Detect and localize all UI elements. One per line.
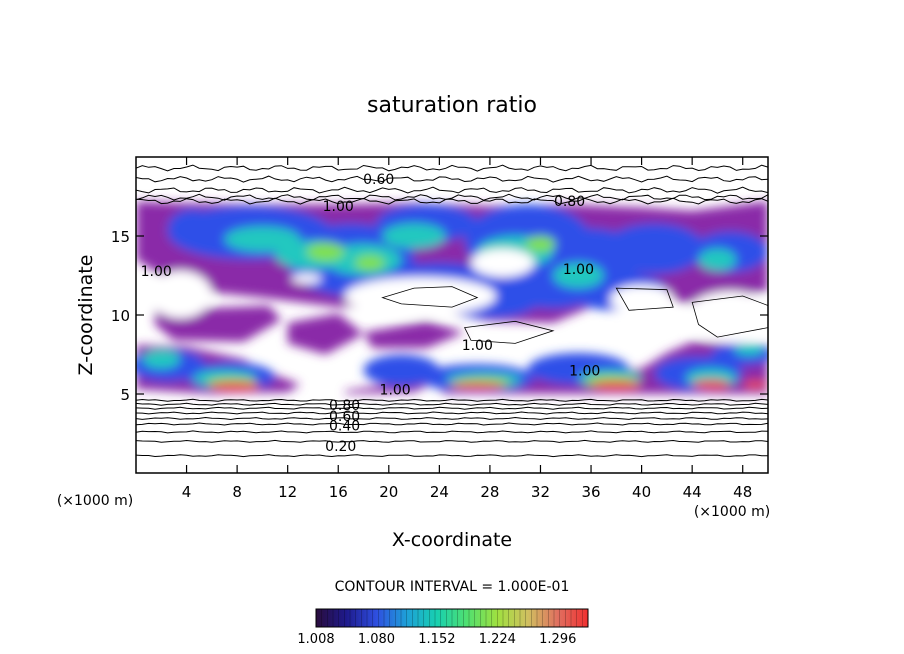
contour-line-lower-3 <box>136 406 768 410</box>
field-cyan-13 <box>733 344 765 356</box>
contour-label-1: 0.60 <box>363 172 394 188</box>
contour-label-10: 0.60 <box>329 409 360 425</box>
contour-label-8: 1.00 <box>380 382 411 398</box>
contour-label-5: 1.00 <box>563 262 594 278</box>
saturation-field <box>136 201 768 394</box>
colorbar-tick-label-4: 1.224 <box>479 632 516 647</box>
contour-lines <box>136 164 768 458</box>
contour-outline-4 <box>463 320 555 344</box>
contour-label-3: 1.00 <box>323 199 354 215</box>
contour-interval-text: CONTOUR INTERVAL = 1.000E-01 <box>335 579 570 595</box>
field-green-2 <box>354 254 386 271</box>
field-cyan-6 <box>553 262 604 289</box>
y-tick-label-5: 5 <box>120 386 130 404</box>
contour-label-2: 0.80 <box>554 194 585 210</box>
field-clear-2 <box>470 248 535 278</box>
contour-line-upper-5 <box>136 197 768 205</box>
field-max-1 <box>209 381 260 391</box>
field-cyan-7 <box>698 248 737 271</box>
field-clear-3 <box>610 284 674 314</box>
y-axis: 5 10 15 <box>111 228 768 404</box>
colorbar: 1.008 1.080 1.152 1.224 1.296 <box>297 608 589 647</box>
contour-line-lower-8 <box>136 439 768 443</box>
contour-line-lower-6 <box>136 422 768 426</box>
field-clear-1 <box>344 277 497 315</box>
y-tick-label-10: 10 <box>111 307 130 325</box>
field-green-3 <box>525 236 556 252</box>
contour-label-9: 0.80 <box>329 398 360 414</box>
colorbar-ramp <box>316 609 588 627</box>
x-tick-label-36: 36 <box>581 483 600 501</box>
x-axis-label: X-coordinate <box>392 529 512 551</box>
x-unit-label-right: (×1000 m) <box>694 504 770 520</box>
contour-line-upper-2 <box>136 175 768 183</box>
contour-label-12: 0.20 <box>325 439 356 455</box>
field-clear-6 <box>291 273 322 284</box>
colorbar-tick-label-2: 1.080 <box>358 632 395 647</box>
chart-title: saturation ratio <box>367 93 537 118</box>
x-tick-label-12: 12 <box>278 483 297 501</box>
contour-outline-1 <box>381 286 479 308</box>
contour-line-lower-4 <box>136 411 768 415</box>
x-tick-label-20: 20 <box>379 483 398 501</box>
x-tick-label-28: 28 <box>480 483 499 501</box>
x-tick-label-4: 4 <box>182 483 192 501</box>
colorbar-tick-label-5: 1.296 <box>539 632 576 647</box>
colorbar-tick-label-3: 1.152 <box>418 632 455 647</box>
contour-label-11: 0.40 <box>329 419 360 435</box>
field-green-1 <box>306 242 345 262</box>
field-max-2 <box>449 382 506 391</box>
colorbar-frame <box>315 608 589 628</box>
contour-line-lower-9 <box>136 454 768 458</box>
y-tick-label-15: 15 <box>111 228 130 246</box>
x-tick-label-16: 16 <box>329 483 348 501</box>
contour-outline-3 <box>691 295 768 338</box>
x-tick-label-40: 40 <box>632 483 651 501</box>
contour-line-lower-1 <box>136 398 768 402</box>
field-blue-6 <box>603 223 705 274</box>
field-region-base-4 <box>363 321 465 349</box>
field-max-3 <box>591 380 642 391</box>
contour-label-4: 1.00 <box>141 264 172 280</box>
field-blue-12 <box>167 209 219 248</box>
x-tick-label-48: 48 <box>733 483 752 501</box>
colorbar-tick-label-1: 1.008 <box>297 632 334 647</box>
field-clear-4 <box>685 291 768 342</box>
field-max-5 <box>742 380 768 389</box>
y-axis-label: Z-coordinate <box>75 255 97 376</box>
contour-line-lower-5 <box>136 416 768 421</box>
x-tick-label-8: 8 <box>232 483 242 501</box>
contour-label-7: 1.00 <box>569 363 600 379</box>
field-max-4 <box>692 379 731 390</box>
contour-outline-2 <box>615 287 674 311</box>
contour-line-upper-3 <box>136 186 768 194</box>
x-tick-label-44: 44 <box>683 483 702 501</box>
field-cyan-8 <box>142 349 181 369</box>
contour-line-lower-2 <box>136 402 768 406</box>
x-unit-label-left: (×1000 m) <box>57 493 133 509</box>
contour-line-lower-7 <box>136 430 768 434</box>
contour-labels: 0.600.801.001.00 1.001.001.001.000.800.60… <box>141 172 601 455</box>
contour-label-6: 1.00 <box>462 338 493 354</box>
field-cyan-4 <box>382 223 446 249</box>
contour-line-upper-1 <box>136 164 768 172</box>
x-axis: 4 8 12 16 20 24 28 32 36 40 44 48 <box>182 157 752 501</box>
x-tick-label-32: 32 <box>531 483 550 501</box>
x-tick-label-24: 24 <box>430 483 449 501</box>
contour-line-upper-4 <box>136 193 768 201</box>
field-cyan-1 <box>224 226 301 252</box>
field-clear-5 <box>148 270 212 319</box>
field-region-base-3 <box>287 313 364 355</box>
